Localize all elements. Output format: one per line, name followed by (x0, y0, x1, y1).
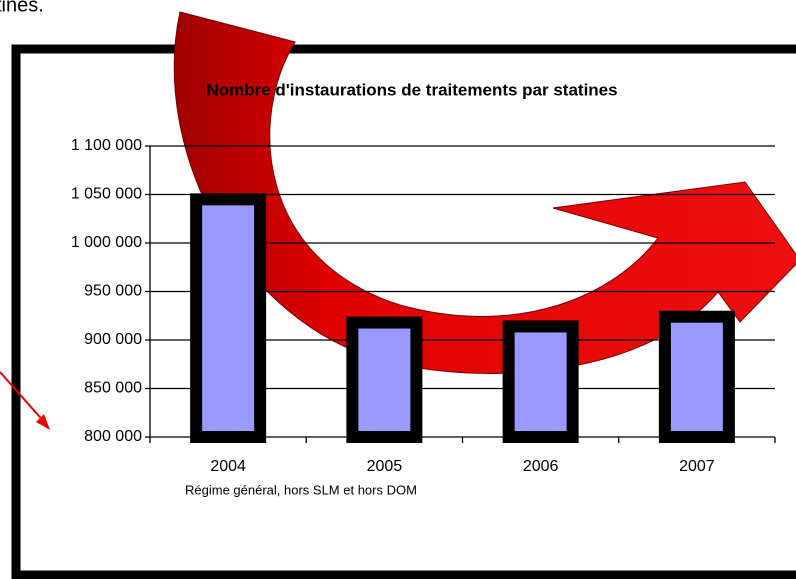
chart-subtitle: Régime général, hors SLM et hors DOM (185, 482, 417, 497)
y-tick-label: 950 000 (84, 283, 142, 300)
x-tick-label: 2007 (679, 458, 715, 475)
y-tick-label: 1 050 000 (71, 186, 142, 203)
chart-title: Nombre d'instaurations de traitements pa… (206, 80, 617, 99)
x-tick-label: 2004 (210, 458, 246, 475)
caption-fragment: tines. (0, 0, 44, 16)
pointer-arrow-line (0, 371, 47, 425)
x-tick-label: 2005 (367, 458, 403, 475)
x-tick-label: 2006 (523, 458, 559, 475)
bar (346, 316, 423, 444)
y-tick-label: 900 000 (84, 331, 142, 348)
bar (502, 320, 579, 444)
y-tick-label: 1 000 000 (71, 234, 142, 251)
y-tick-label: 1 100 000 (71, 137, 142, 154)
y-tick-label: 850 000 (84, 380, 142, 397)
pointer-arrow-head (36, 414, 50, 430)
y-tick-label: 800 000 (84, 428, 142, 445)
bar (658, 310, 735, 443)
bar (190, 193, 267, 443)
